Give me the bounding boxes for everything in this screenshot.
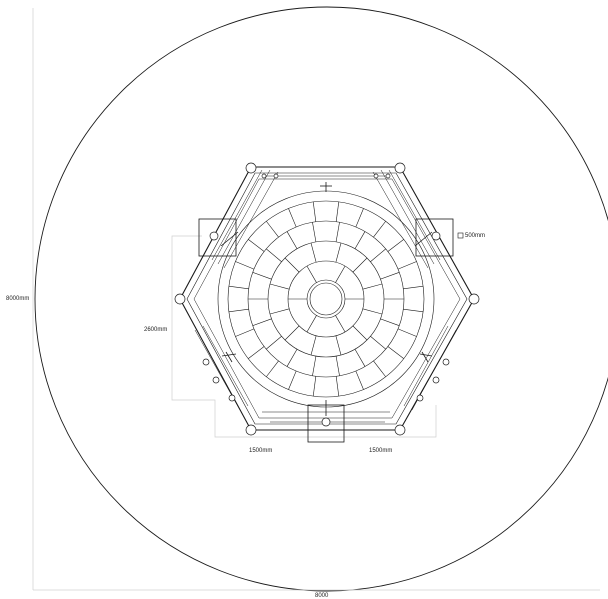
dome-panel-seam [387, 346, 404, 359]
module-box-label: 500mm [465, 233, 486, 239]
frame-truss [194, 169, 457, 423]
module-box-bottom [307, 404, 345, 443]
dome-panel-seam [335, 376, 340, 397]
dome-panel-seam [354, 231, 366, 249]
dome-panel-seam [286, 231, 298, 249]
dome-outer-rim [217, 190, 435, 408]
dome-panel-seam [235, 328, 255, 337]
dome-panel-seam [235, 261, 255, 270]
module-box-left [198, 218, 237, 257]
dome-panel-seam [370, 248, 386, 262]
radius-label: 2600mm [144, 327, 168, 333]
dome-panel-seam [355, 208, 364, 228]
dome-panel-seam [269, 283, 290, 290]
dome-panel-seam [266, 360, 279, 377]
module-boxes [198, 218, 454, 443]
dome-panel-seam [228, 308, 249, 313]
dome-panel-seam [248, 346, 265, 359]
dome-panel-seam [288, 208, 297, 228]
dome-panel-seam [228, 285, 249, 290]
hexagon-frame [179, 166, 475, 431]
member-ticks [220, 182, 433, 416]
dome-panel-seam [352, 257, 368, 273]
dome-panel-seam [403, 285, 424, 290]
dome-panel-seam [370, 336, 386, 350]
frame-joints [174, 162, 480, 436]
module-legend-square [457, 232, 464, 239]
dome-panel-seam [373, 360, 386, 377]
dome-panel-seam [266, 248, 282, 262]
dome-panel-seam [310, 335, 317, 356]
dome-panel-seam [403, 308, 424, 313]
overall-width-label: 8000 [315, 593, 329, 599]
dome-panel-seam [397, 261, 417, 270]
outer-boundary-circle [34, 6, 608, 592]
dome-panel-seam [373, 221, 386, 238]
dome-hub [309, 282, 343, 316]
dome-ring [247, 220, 405, 378]
dome-panel-seam [252, 272, 272, 280]
dome-panel-seam [354, 349, 366, 367]
dome-panel-seam [335, 335, 342, 356]
dome-panel-seam [352, 325, 368, 341]
dome-panel-seam [335, 222, 340, 242]
dome-panel-seam [266, 221, 279, 238]
dome-panel-seam [312, 222, 317, 242]
dome-panel-seam [387, 239, 404, 252]
dome-ring [306, 279, 346, 319]
dome-panel-seam [397, 328, 417, 337]
dome-panel-seam [284, 257, 300, 273]
module-box-right [415, 218, 454, 257]
dome-panel-seam [284, 325, 300, 341]
dome-panel-seam [310, 242, 317, 263]
dome-ring [227, 200, 425, 398]
dome-panel-seam [269, 308, 290, 315]
dome-panel-seam [380, 272, 400, 280]
dome-panel-seam [312, 356, 317, 376]
dome-panel-seam [380, 318, 400, 326]
dome-panel-seam [335, 356, 340, 376]
dome-panel-seam [248, 239, 265, 252]
dome-panel-seam [335, 242, 342, 263]
bottom-left-dim-label: 1500mm [249, 448, 273, 454]
dome-panel-seam [335, 265, 346, 283]
dome-panel-seam [335, 201, 340, 222]
dome-panel-seam [312, 376, 317, 397]
dome-panel-seam [286, 349, 298, 367]
dome-panel-seam [252, 318, 272, 326]
dome-panel-seam [355, 370, 364, 390]
radius-dim-line [171, 235, 437, 438]
dome-panel-seam [362, 283, 383, 290]
dome-panel-seam [306, 315, 317, 333]
overall-height-label: 8000mm [6, 296, 30, 302]
dome-panel-seam [362, 308, 383, 315]
dome-panel-grid [217, 190, 435, 408]
dome-panel-seam [312, 201, 317, 222]
dome-panel-seam [266, 336, 282, 350]
bottom-right-dim-label: 1500mm [369, 448, 393, 454]
dome-panel-seam [335, 315, 346, 333]
dome-panel-seam [306, 265, 317, 283]
dome-panel-seam [288, 370, 297, 390]
